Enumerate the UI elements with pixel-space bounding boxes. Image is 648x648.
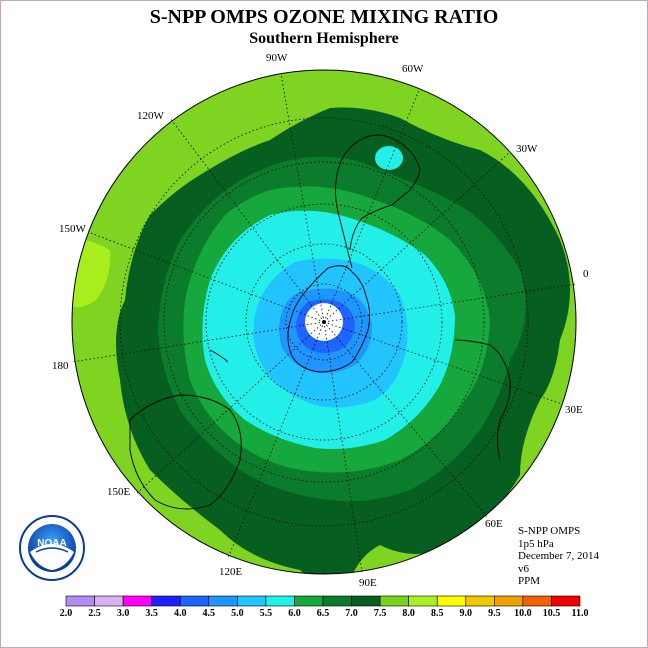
colorbar-swatch: [294, 595, 324, 607]
graticule: [71, 73, 577, 573]
info-pressure: 1p5 hPa: [518, 537, 554, 550]
colorbar-tick-label: 10.0: [514, 608, 532, 619]
lon-label-60e: 60E: [485, 518, 503, 530]
map-subtitle: Southern Hemisphere: [249, 30, 399, 47]
lon-label-0: 0: [583, 268, 589, 280]
info-instrument: S-NPP OMPS: [518, 525, 581, 537]
noaa-logo: NOAA: [19, 515, 85, 581]
colorbar-tick-label: 8.0: [402, 608, 415, 619]
colorbar-swatch: [494, 595, 524, 607]
colorbar-tick-label: 3.5: [145, 608, 158, 619]
colorbar-swatch: [265, 595, 295, 607]
colorbar-tick-label: 7.5: [373, 608, 387, 619]
colorbar-tick-label: 2.5: [88, 608, 101, 619]
colorbar: [65, 595, 581, 607]
colorbar-tick-labels: 2.0 2.5 3.0 3.5 4.0 4.5 5.0 5.5 6.0 6.5 7.0 7.5 8.0 8…: [0, 608, 648, 622]
colorbar-swatch: [65, 595, 95, 607]
lon-label-150e: 150E: [107, 486, 131, 498]
colorbar-swatch: [551, 595, 581, 607]
colorbar-swatch: [436, 595, 467, 607]
new-zealand-coast: [209, 349, 229, 363]
colorbar-tick-label: 4.0: [173, 608, 187, 619]
colorbar-swatch: [179, 595, 210, 607]
lon-label-120e: 120E: [219, 566, 243, 578]
coastlines: [129, 134, 511, 510]
australia-coast: [129, 394, 242, 510]
colorbar-tick-label: 10.5: [542, 608, 561, 619]
lon-label-90e: 90E: [359, 577, 377, 589]
colorbar-swatch: [522, 595, 552, 607]
map-boundary: [71, 69, 577, 575]
africa-coast: [454, 339, 511, 461]
ozone-blob-5-5: [375, 146, 403, 170]
svg-text:NOAA: NOAA: [37, 538, 66, 549]
map-info: S-NPP OMPS 1p5 hPa December 7, 2014 v6 P…: [518, 525, 599, 588]
colorbar-tick-label: 6.0: [288, 608, 301, 619]
colorbar-swatch: [122, 595, 152, 607]
colorbar-swatch: [465, 595, 495, 607]
colorbar-tick-label: 4.5: [202, 608, 216, 619]
lon-label-180: 180: [52, 360, 69, 372]
colorbar-tick-label: 9.0: [459, 608, 473, 619]
info-version: v6: [518, 562, 529, 575]
lon-label-120w: 120W: [137, 110, 164, 122]
map-title: S-NPP OMPS OZONE MIXING RATIO: [149, 6, 499, 28]
colorbar-swatch: [379, 595, 409, 607]
info-date: December 7, 2014: [518, 550, 599, 562]
colorbar-tick-label: 8.5: [430, 608, 444, 619]
info-units: PPM: [518, 575, 541, 587]
colorbar-swatch: [208, 595, 238, 607]
lon-label-60w: 60W: [402, 63, 424, 75]
colorbar-tick-label: 2.0: [59, 608, 73, 619]
colorbar-tick-label: 5.5: [259, 608, 273, 619]
colorbar-tick-label: 5.0: [231, 608, 244, 619]
colorbar-tick-label: 11.0: [571, 608, 589, 619]
colorbar-tick-label: 7.0: [345, 608, 358, 619]
colorbar-tick-label: 3.0: [116, 608, 130, 619]
lon-label-30w: 30W: [516, 143, 538, 155]
lon-label-150w: 150W: [59, 223, 86, 235]
colorbar-swatch: [408, 595, 438, 607]
antarctica-coast: [287, 265, 371, 373]
lon-label-90w: 90W: [266, 52, 288, 64]
colorbar-swatch: [351, 595, 381, 607]
colorbar-swatch: [237, 595, 267, 607]
south-america-coast: [335, 134, 421, 269]
colorbar-swatch: [151, 595, 181, 607]
colorbar-tick-label: 9.5: [488, 608, 501, 619]
lon-label-30e: 30E: [565, 404, 583, 416]
colorbar-swatch: [322, 595, 352, 607]
colorbar-swatch: [94, 595, 124, 607]
colorbar-tick-label: 6.5: [316, 608, 330, 619]
